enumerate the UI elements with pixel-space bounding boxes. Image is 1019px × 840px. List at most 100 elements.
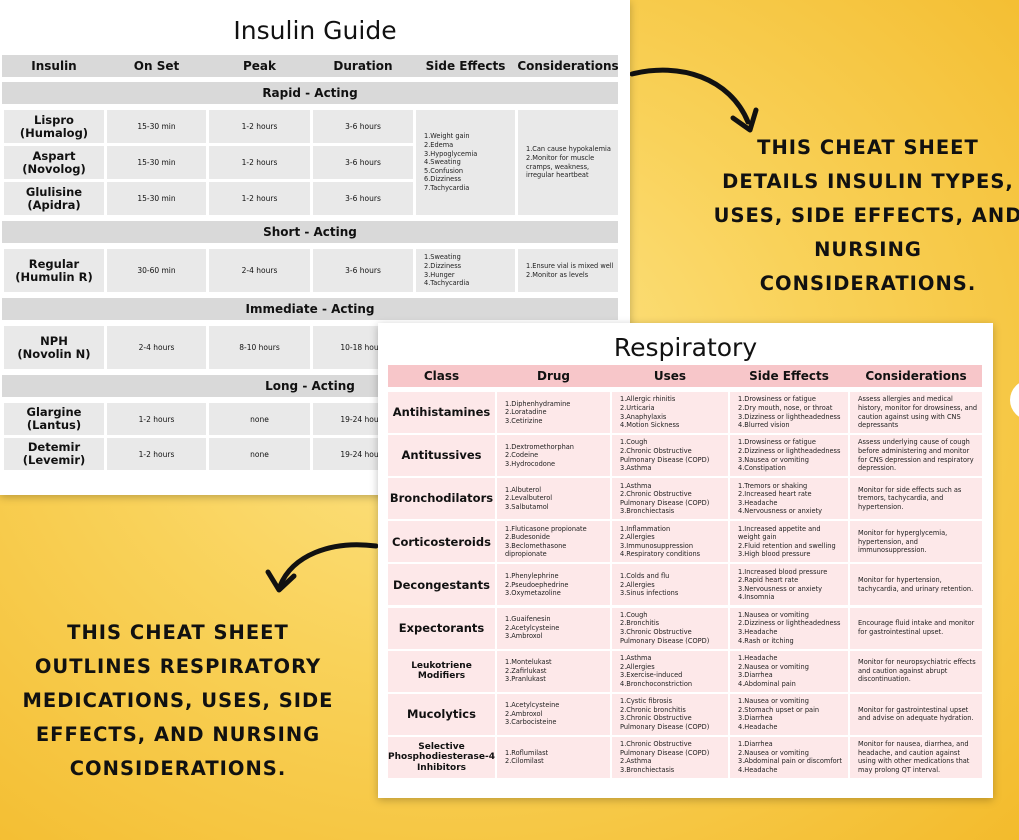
caption-line: OUTLINES RESPIRATORY	[34, 655, 322, 678]
list-item: 1.Colds and flu	[620, 572, 670, 580]
list-item: 1.Dextromethorphan	[505, 442, 574, 451]
list-item: 3.Hypoglycemia	[424, 149, 478, 158]
drug-cell: 1.Montelukast 2.Zafirlukast 3.Pranlukast	[497, 650, 610, 692]
drug-cell: 1.Phenylephrine 2.Pseudoephedrine 3.Oxymet…	[497, 564, 610, 606]
list-item: 4.Tachycardia	[424, 279, 470, 288]
list-item: 1.Diarrhea	[738, 740, 773, 749]
list-item: 4.Rash or itching	[738, 636, 794, 645]
list-item: 2.Stomach upset or pain	[738, 705, 820, 714]
list-item: 1.Ensure vial is mixed well	[526, 261, 614, 270]
list-item: 2.Zafirlukast	[505, 666, 547, 675]
list-item: 3.Bronchiectasis	[620, 507, 675, 516]
insulin-name: Lispro (Humalog)	[4, 110, 104, 143]
class-name: Selective Phosphodiesterase-4 Inhibitors	[388, 736, 495, 778]
drug-cell: 1.Albuterol 2.Levalbuterol 3.Salbutamol	[497, 478, 610, 520]
list-item: 3.Abdominal pain or discomfort	[738, 757, 842, 766]
list-item: 3.Diarrhea	[738, 714, 773, 723]
column-header: Class	[423, 369, 460, 383]
drug-cell: 1.Diphenhydramine 2.Loratadine 3.Cetirizin…	[497, 392, 610, 433]
column-header: Considerations	[517, 59, 619, 73]
uses-cell: 1.Asthma 2.Allergies 3.Exercise-induced 4.B…	[612, 650, 728, 692]
table-cell: 1-2 hours	[209, 182, 310, 215]
list-item: 3.Cetirizine	[505, 416, 543, 425]
list-item: 2.Chronic bronchitis	[620, 705, 686, 714]
column-header: Insulin	[31, 59, 77, 73]
drug-cell: 1.Fluticasone propionate 2.Budesonide 3.Be…	[497, 521, 610, 563]
list-item: 2.Ambroxol	[505, 709, 543, 718]
list-item: 1.Guaifenesin	[505, 615, 551, 624]
list-item: 1.Phenylephrine	[505, 572, 559, 580]
caption-line: EFFECTS, AND NURSING	[35, 723, 321, 746]
side-effects-cell: 1.Weight gain 2.Edema 3.Hypoglycemia 4.Swea…	[416, 110, 515, 215]
list-item: 3.Chronic Obstructive Pulmonary Disease …	[620, 628, 710, 645]
list-item: 2.Rapid heart rate	[738, 576, 799, 585]
section-header: Immediate - Acting	[2, 298, 618, 320]
table-cell: 1-2 hours	[209, 110, 310, 143]
caption: THIS CHEAT SHEET DETAILS INSULIN TYPES, US…	[668, 131, 1019, 301]
caption: THIS CHEAT SHEET OUTLINES RESPIRATORY MEDI…	[0, 616, 378, 786]
list-item: 2.Cilomilast	[505, 757, 544, 766]
column-header: On Set	[133, 59, 180, 73]
side-effects-cell: 1.Diarrhea 2.Nausea or vomiting 3.Abdomina…	[730, 736, 848, 778]
drug-cell: 1.Guaifenesin 2.Acetylcysteine 3.Ambroxol	[497, 607, 610, 649]
class-name: Antitussives	[388, 435, 495, 477]
list-item: 1.Can cause hypokalemia	[526, 145, 611, 154]
list-item: 2.Allergies	[620, 662, 655, 671]
list-item: 2.Bronchitis	[620, 619, 660, 628]
list-item: 3.Carbocisteine	[505, 718, 557, 727]
list-item: 3.Headache	[738, 498, 778, 507]
list-item: 1.Acetylcysteine	[505, 701, 560, 710]
list-item: 4.Sweating	[424, 158, 461, 167]
list-item: 1.Weight gain	[424, 132, 470, 141]
list-item: 1.Inflammation	[620, 524, 671, 533]
considerations-cell: Monitor for side effects such as tremors…	[850, 478, 982, 520]
list-item: 2.Dizziness	[424, 261, 462, 270]
uses-cell: 1.Cystic fibrosis 2.Chronic bronchitis 3.C…	[612, 693, 728, 735]
side-effects-cell: 1.Increased appetite and weight gain 2.Fl…	[730, 521, 848, 563]
list-item: 1.Cystic fibrosis	[620, 697, 673, 705]
list-item: 3.High blood pressure	[738, 550, 811, 559]
column-header: Peak	[242, 59, 276, 73]
list-item: 1.Nausea or vomiting	[738, 697, 809, 705]
list-item: 3.Nervousness or anxiety	[738, 584, 823, 593]
class-name: Antihistamines	[388, 392, 495, 433]
caption-line: CONSIDERATIONS.	[69, 757, 287, 780]
side-effects-cell: 1.Nausea or vomiting 2.Stomach upset or p…	[730, 693, 848, 735]
list-item: 2.Chronic Obstructive Pulmonary Disease …	[620, 490, 710, 507]
list-item: 2.Allergies	[620, 580, 655, 589]
list-item: 1.Tremors or shaking	[738, 481, 808, 490]
list-item: 4.Blurred vision	[738, 421, 790, 430]
table-cell: 15-30 min	[107, 182, 206, 215]
nav-button[interactable]	[1010, 380, 1019, 420]
list-item: 3.Exercise-induced	[620, 671, 683, 680]
list-item: 4.Constipation	[738, 464, 786, 473]
insulin-name: NPH (Novolin N)	[4, 326, 104, 369]
list-item: 2.Monitor for muscle cramps, weakness, i…	[526, 153, 595, 180]
list-item: 2.Budesonide	[505, 533, 550, 542]
drug-cell: 1.Dextromethorphan 2.Codeine 3.Hydrocodone	[497, 435, 610, 477]
list-item: 2.Dizziness or lightheadedness	[738, 619, 841, 628]
list-item: 3.Beclomethasone dipropionate	[505, 541, 567, 559]
list-item: 3.Bronchiectasis	[620, 765, 675, 774]
list-item: 2.Asthma	[620, 757, 652, 766]
list-item: 2.Dizziness or lightheadedness	[738, 447, 841, 455]
list-item: 3.Sinus infections	[620, 589, 679, 598]
considerations-cell: 1.Can cause hypokalemia 2.Monitor for mus…	[518, 110, 618, 215]
class-name: Decongestants	[388, 564, 495, 606]
considerations-cell: Monitor for gastrointestinal upset and a…	[850, 693, 982, 735]
table-cell: 2-4 hours	[107, 326, 206, 369]
caption-line: MEDICATIONS, USES, SIDE	[22, 689, 334, 712]
list-item: 3.Salbutamol	[505, 502, 549, 511]
table-cell: 1-2 hours	[209, 146, 310, 179]
list-item: 3.Ambroxol	[505, 632, 543, 641]
header-row	[2, 55, 618, 77]
list-item: 1.Montelukast	[505, 658, 552, 667]
insulin-name: Glulisine (Apidra)	[4, 182, 104, 215]
class-name: Corticosteroids	[388, 521, 495, 563]
list-item: 2.Dry mouth, nose, or throat	[738, 403, 833, 412]
table-cell: 3-6 hours	[313, 110, 413, 143]
uses-cell: 1.Inflammation 2.Allergies 3.Immunosuppres…	[612, 521, 728, 563]
list-item: 3.Chronic Obstructive Pulmonary Disease …	[620, 714, 710, 731]
considerations-cell: Monitor for nausea, diarrhea, and headac…	[850, 736, 982, 778]
list-item: 2.Monitor as levels	[526, 270, 589, 279]
